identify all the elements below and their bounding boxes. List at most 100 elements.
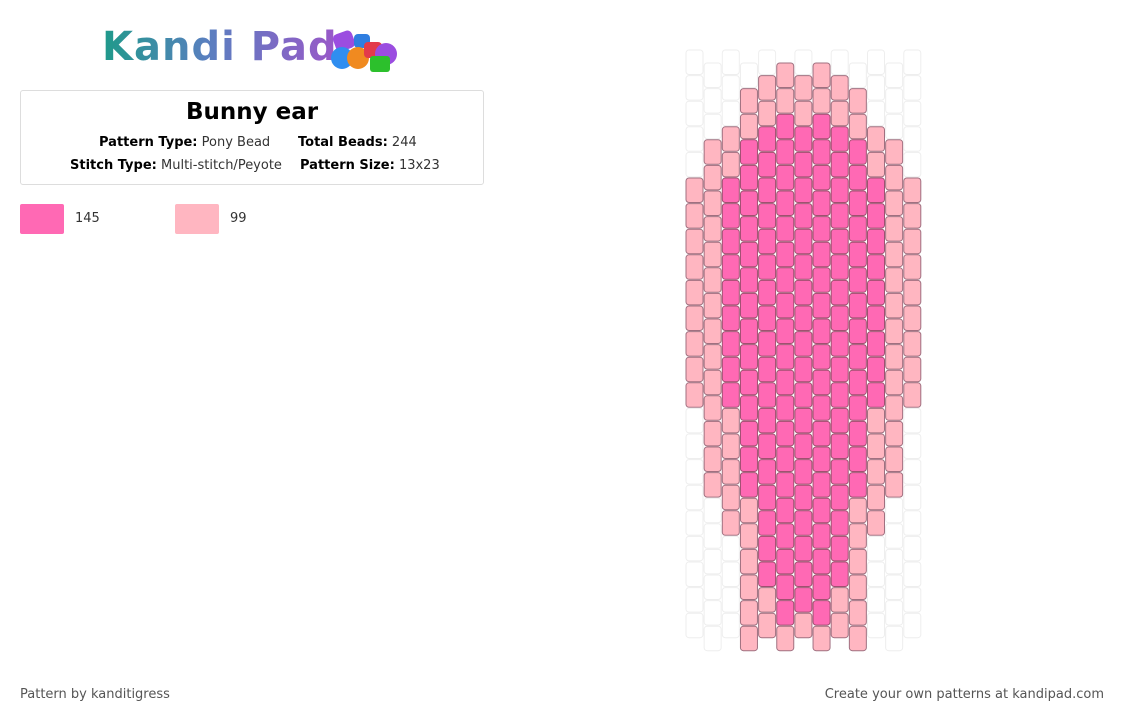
- footer-credit: Pattern by kanditigress: [20, 687, 170, 702]
- bead: [721, 587, 740, 613]
- bead: [703, 497, 722, 524]
- bead: [739, 446, 758, 472]
- bead: [739, 548, 758, 575]
- bead: [885, 62, 904, 88]
- bead: [885, 420, 904, 447]
- bead: [867, 49, 885, 75]
- bead: [848, 164, 867, 191]
- bead: [830, 279, 849, 306]
- bead: [812, 523, 831, 549]
- color-swatch[interactable]: [20, 204, 64, 234]
- bead: [739, 318, 758, 344]
- bead: [794, 510, 813, 536]
- bead: [830, 49, 849, 75]
- bead: [721, 279, 740, 306]
- bead: [830, 587, 849, 613]
- bead: [885, 497, 904, 524]
- bead: [812, 113, 831, 140]
- bead: [776, 446, 795, 472]
- bead: [739, 62, 758, 88]
- bead: [812, 292, 831, 319]
- bead: [739, 625, 758, 652]
- bead: [848, 420, 867, 447]
- bead-count: 99: [230, 211, 247, 226]
- bead: [848, 190, 867, 216]
- field-label: Pattern Type:: [99, 135, 198, 150]
- bead: [776, 574, 795, 600]
- bead: [812, 164, 831, 191]
- bead: [830, 612, 849, 639]
- bead: [794, 228, 813, 255]
- bead: [867, 535, 885, 562]
- bead: [703, 241, 722, 268]
- bead: [867, 228, 885, 255]
- bead: [812, 497, 831, 524]
- bead: [830, 535, 849, 562]
- info-box: Bunny ear Pattern Type: Pony Bead Total …: [20, 90, 484, 185]
- bead: [812, 369, 831, 396]
- bead: [830, 407, 849, 434]
- bead: [739, 216, 758, 242]
- bead: [794, 254, 813, 280]
- color-swatch[interactable]: [175, 204, 219, 234]
- bead: [721, 484, 740, 511]
- bead: [812, 600, 831, 626]
- bead: [739, 523, 758, 549]
- bead: [758, 75, 777, 101]
- field: Pattern Type: Pony Bead: [99, 135, 270, 150]
- bead: [721, 612, 740, 639]
- bead: [703, 420, 722, 447]
- bead: [867, 484, 885, 511]
- bead: [867, 254, 885, 280]
- bead: [739, 472, 758, 498]
- bead: [903, 561, 922, 587]
- bead: [867, 75, 885, 101]
- bead: [776, 267, 795, 293]
- bead: [885, 472, 904, 498]
- bead: [848, 216, 867, 242]
- bead: [721, 151, 740, 178]
- bead: [885, 446, 904, 472]
- bead: [830, 100, 849, 127]
- bead: [758, 49, 777, 75]
- bead: [830, 151, 849, 178]
- bead: [703, 625, 722, 652]
- bead: [867, 382, 885, 408]
- bead: [885, 318, 904, 344]
- bead: [703, 216, 722, 242]
- bead: [758, 459, 777, 485]
- logo[interactable]: Kandi Pad: [102, 24, 338, 70]
- bead: [776, 216, 795, 242]
- bead: [812, 267, 831, 293]
- bead: [685, 151, 704, 178]
- bead: [721, 305, 740, 331]
- bead: [885, 574, 904, 600]
- bead: [685, 382, 704, 408]
- bead: [703, 62, 722, 88]
- bead: [721, 177, 740, 203]
- bead: [848, 523, 867, 549]
- bead: [848, 600, 867, 626]
- bead: [848, 344, 867, 370]
- bead: [867, 510, 885, 536]
- bead: [812, 574, 831, 600]
- bead: [758, 203, 777, 229]
- bead: [721, 228, 740, 255]
- bead: [703, 318, 722, 344]
- bead: [885, 523, 904, 549]
- bead: [830, 75, 849, 101]
- bead: [903, 254, 922, 280]
- bead: [812, 216, 831, 242]
- bead: [867, 279, 885, 306]
- bead: [703, 190, 722, 216]
- bead: [794, 612, 813, 639]
- bead: [758, 331, 777, 357]
- footer-link[interactable]: Create your own patterns at kandipad.com: [824, 687, 1104, 702]
- bead: [848, 267, 867, 293]
- bead: [721, 535, 740, 562]
- bead: [685, 100, 704, 127]
- bead: [903, 305, 922, 331]
- bead: [758, 535, 777, 562]
- bead: [776, 139, 795, 165]
